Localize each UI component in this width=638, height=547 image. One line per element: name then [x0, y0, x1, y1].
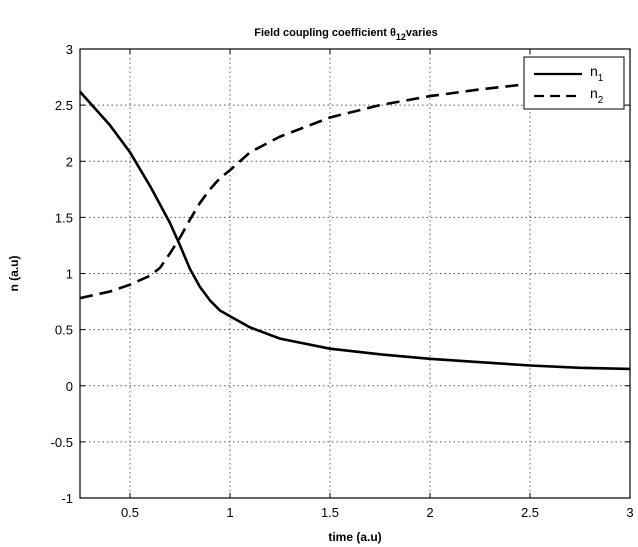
legend-label-series-2-name: n [590, 85, 598, 101]
series-line-1 [79, 90, 631, 371]
legend-label-series-1: n1 [590, 63, 604, 84]
x-tick-label: 2.5 [521, 505, 539, 520]
x-tick-label: 3 [626, 505, 633, 520]
y-tick-label: -1 [61, 491, 73, 506]
legend-label-series-1-subscript: 1 [598, 73, 604, 84]
legend-label-series-1-name: n [590, 63, 598, 79]
chart-legend: n1 n2 [523, 56, 625, 110]
x-tick-label: 1 [226, 505, 233, 520]
title-main: Field coupling coefficient θ [254, 27, 396, 39]
title-subscript: 12 [396, 32, 406, 42]
x-axis-label: time (a.u) [328, 530, 381, 544]
x-tick-label: 1.5 [321, 505, 339, 520]
y-tick-label: 1 [66, 267, 73, 282]
legend-label-series-2: n2 [590, 85, 604, 106]
series-line-2 [79, 79, 581, 300]
chart-title: Field coupling coefficient θ12varies [254, 27, 437, 42]
y-tick-label: 0.5 [55, 323, 73, 338]
y-tick-label: -0.5 [51, 435, 73, 450]
legend-box [523, 56, 625, 110]
axis-ticks: 0.5 1 1.5 2 2.5 3 -1 -0.5 0 0.5 1 1.5 2 2.5 3 [51, 42, 634, 520]
title-suffix: varies [406, 27, 438, 39]
y-tick-label: 2 [66, 154, 73, 169]
x-tick-label: 0.5 [121, 505, 139, 520]
grid-lines [80, 49, 630, 498]
y-tick-label: 0 [66, 379, 73, 394]
y-axis-label: n (a.u) [7, 256, 21, 292]
y-tick-label: 2.5 [55, 98, 73, 113]
x-tick-label: 2 [426, 505, 433, 520]
series-lines [79, 79, 631, 371]
legend-label-series-2-subscript: 2 [598, 95, 604, 106]
y-tick-label: 3 [66, 42, 73, 57]
y-tick-label: 1.5 [55, 210, 73, 225]
